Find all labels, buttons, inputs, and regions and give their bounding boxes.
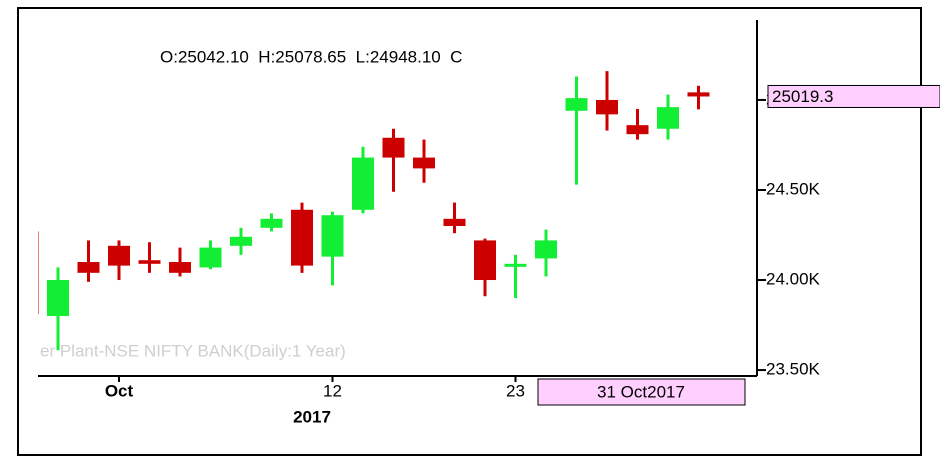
ohlc-header: O:25042.10 H:25078.65 L:24948.10 C	[160, 47, 462, 66]
watermark: er Plant-NSE NIFTY BANK(Daily:1 Year)	[40, 341, 346, 360]
y-tick-label: 24.50K	[766, 179, 821, 198]
candle-body	[321, 215, 344, 257]
candle-body	[230, 236, 252, 246]
candle-body	[291, 209, 313, 266]
candle-body	[687, 92, 710, 97]
candle-body	[169, 262, 191, 273]
x-tick-label: Oct	[105, 381, 134, 400]
candle-body	[565, 98, 588, 111]
candle-body	[108, 245, 130, 266]
candle-body	[443, 218, 466, 227]
x-tick-label: 23	[506, 381, 525, 400]
candle-body	[352, 157, 374, 210]
last-price: 25019.3	[772, 87, 833, 106]
candle-body	[138, 260, 161, 264]
y-tick-label: 24.00K	[766, 270, 821, 289]
candle-body	[504, 263, 527, 267]
x-tick-label: 12	[323, 381, 342, 400]
candle-body	[38, 231, 39, 315]
candle-body	[596, 99, 618, 115]
candle-body	[413, 157, 435, 169]
candle-body	[474, 240, 496, 281]
cursor-box	[537, 378, 746, 406]
cursor-label: 31 Oct2017	[597, 382, 685, 401]
year-label: 2017	[293, 407, 331, 426]
candle-body	[199, 247, 222, 268]
candle-body	[77, 262, 100, 273]
y-tick-label: 23.50K	[766, 360, 821, 379]
candle-body	[47, 280, 69, 317]
candle-body	[626, 125, 649, 135]
price-box	[767, 84, 940, 108]
plot-area: er Plant-NSE NIFTY BANK(Daily:1 Year) O:…	[38, 47, 710, 360]
candle-body	[260, 218, 283, 228]
candle-body	[535, 240, 557, 259]
candle-body	[657, 107, 679, 129]
candle-body	[382, 137, 405, 158]
frame	[17, 7, 922, 456]
